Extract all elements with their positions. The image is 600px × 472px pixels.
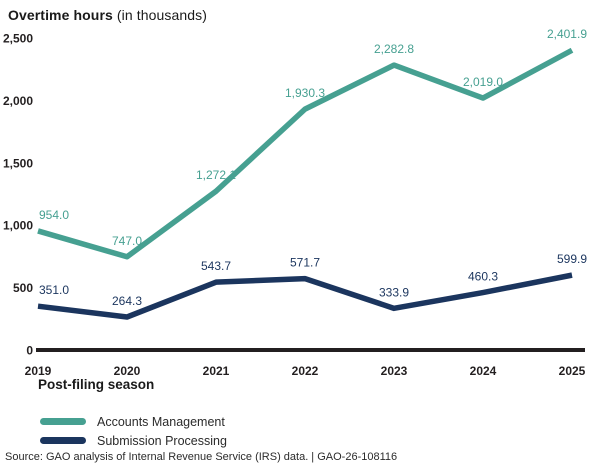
line-chart: 0 500 1,000 1,500 2,000 2,500 2019 2020 2021 2022… <box>3 27 587 378</box>
source-note: Source: GAO analysis of Internal Revenue… <box>5 451 398 463</box>
chart-title: Overtime hours (in thousands) <box>8 7 207 23</box>
x-axis-tick-label: 2022 <box>292 364 319 378</box>
accounts-management-data-label: 747.0 <box>112 234 142 248</box>
submission-processing-data-label: 333.9 <box>379 285 409 299</box>
legend: Accounts Management Submission Processin… <box>40 412 227 450</box>
submission-processing-data-label: 351.0 <box>39 283 69 297</box>
submission-processing-data-label: 543.7 <box>201 259 231 273</box>
x-axis-tick-label: 2023 <box>381 364 408 378</box>
x-axis-tick-label: 2019 <box>25 364 52 378</box>
submission-processing-line <box>37 272 573 320</box>
legend-label-accounts-management: Accounts Management <box>97 414 225 429</box>
x-axis-tick-label: 2021 <box>203 364 230 378</box>
legend-label-submission-processing: Submission Processing <box>97 433 227 448</box>
submission-processing-data-label: 571.7 <box>290 256 320 270</box>
submission-processing-data-label: 599.9 <box>557 252 587 266</box>
legend-item-accounts-management: Accounts Management <box>40 412 227 431</box>
y-axis-tick-label: 500 <box>13 281 33 295</box>
x-axis-tick-label: 2024 <box>470 364 497 378</box>
accounts-management-data-label: 2,401.9 <box>547 27 587 41</box>
accounts-management-data-label: 2,019.0 <box>463 75 503 89</box>
submission-processing-data-label: 264.3 <box>112 294 142 308</box>
y-axis-tick-label: 2,000 <box>3 94 33 108</box>
submission-processing-data-label: 460.3 <box>468 270 498 284</box>
accounts-management-data-label: 1,930.3 <box>285 86 325 100</box>
x-axis-tick-label: 2020 <box>114 364 141 378</box>
accounts-management-data-label: 2,282.8 <box>374 42 414 56</box>
x-axis-title: Post-filing season <box>38 377 155 392</box>
accounts-management-data-label: 954.0 <box>39 208 69 222</box>
y-axis-tick-label: 0 <box>26 344 33 358</box>
legend-swatch-submission-processing <box>40 437 86 444</box>
chart-title-main: Overtime hours <box>8 7 113 23</box>
y-axis-tick-label: 1,000 <box>3 219 33 233</box>
legend-item-submission-processing: Submission Processing <box>40 431 227 450</box>
legend-swatch-accounts-management <box>40 418 86 425</box>
chart-title-unit: (in thousands) <box>112 7 207 23</box>
accounts-management-data-label: 1,272.1 <box>196 168 236 182</box>
y-axis-tick-label: 1,500 <box>3 156 33 170</box>
x-axis-tick-label: 2025 <box>559 364 586 378</box>
accounts-management-line <box>37 47 574 260</box>
y-axis-tick-label: 2,500 <box>3 32 33 46</box>
